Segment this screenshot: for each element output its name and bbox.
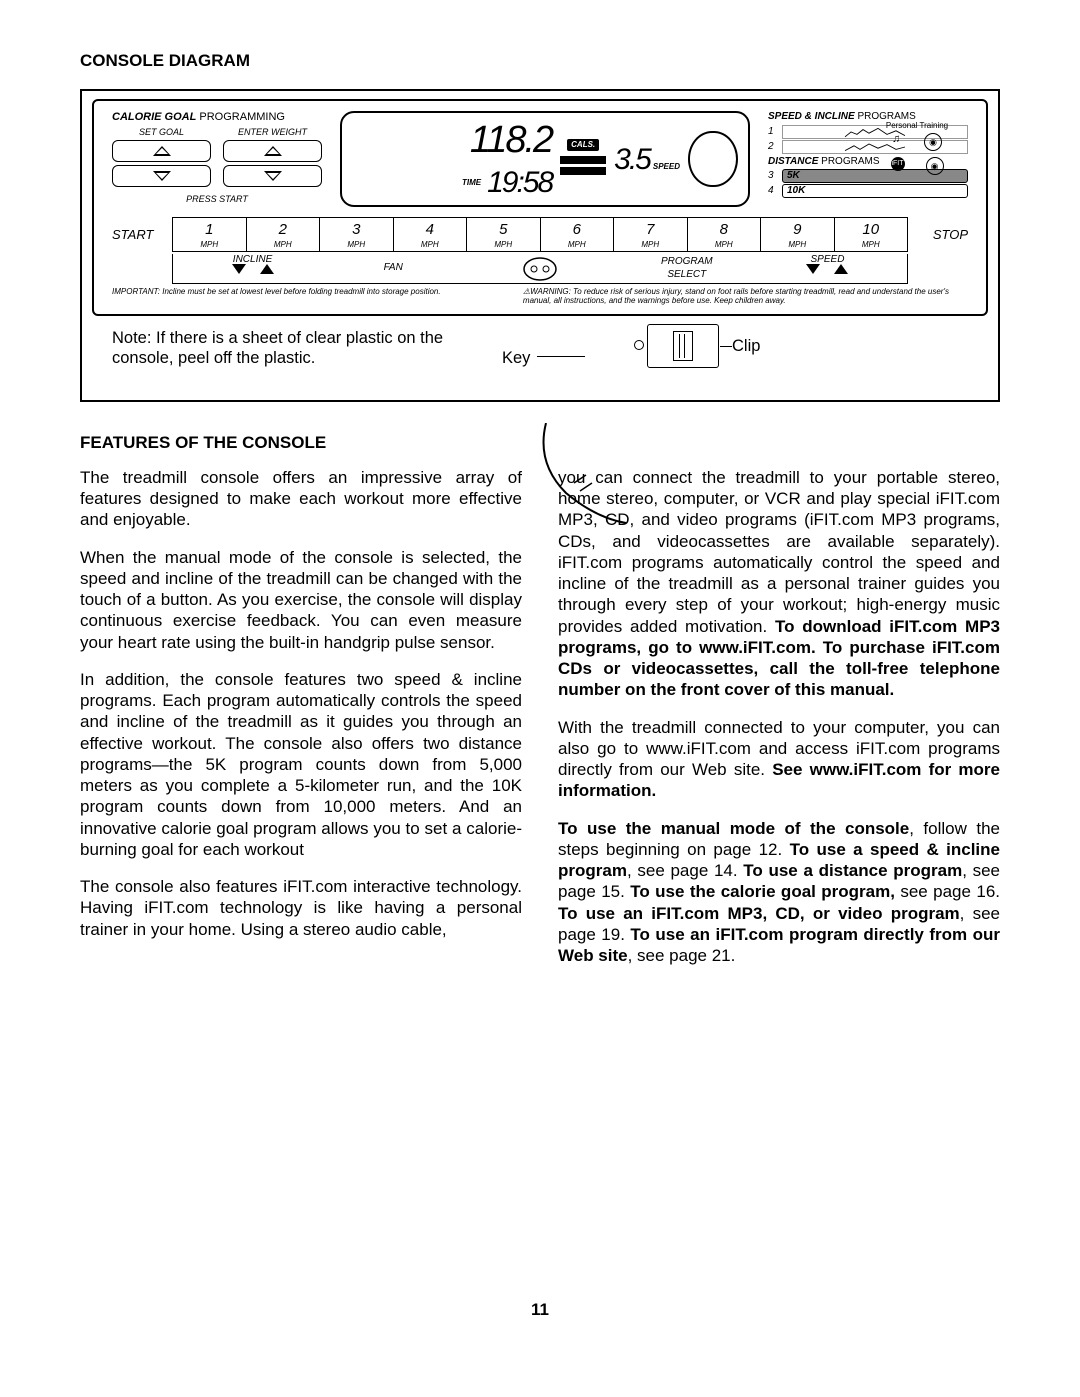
enter-weight-up-button[interactable] bbox=[223, 140, 322, 162]
mph-10-button[interactable]: 10MPH bbox=[835, 217, 909, 252]
lcd-display: 118.2 TIME 19:58 CALS. 3.5 SPEED bbox=[340, 111, 750, 207]
console-diagram-frame: CALORIE GOAL PROGRAMMING SET GOAL ENTER … bbox=[80, 89, 1000, 401]
lcd-cals-value: 118.2 bbox=[470, 117, 552, 165]
console-panel: CALORIE GOAL PROGRAMMING SET GOAL ENTER … bbox=[92, 99, 988, 315]
page-number: 11 bbox=[80, 1299, 1000, 1320]
body-p7: To use the manual mode of the console, f… bbox=[558, 818, 1000, 967]
incline-label: INCLINE bbox=[233, 254, 272, 267]
lcd-time-value: 19:58 bbox=[487, 164, 552, 202]
clip-label: Clip bbox=[732, 336, 760, 357]
ifit-icon: iFIT bbox=[891, 157, 905, 171]
distance-title-bold: DISTANCE bbox=[768, 156, 818, 167]
body-p6: With the treadmill connected to your com… bbox=[558, 717, 1000, 802]
start-button[interactable]: START bbox=[112, 217, 172, 252]
fine-print-right: ⚠WARNING: To reduce risk of serious inju… bbox=[523, 288, 968, 306]
set-goal-up-button[interactable] bbox=[112, 140, 211, 162]
mph-5-button[interactable]: 5MPH bbox=[467, 217, 541, 252]
lcd-speed-label: SPEED bbox=[653, 162, 680, 172]
calorie-goal-title-bold: CALORIE GOAL bbox=[112, 111, 196, 123]
lcd-cals-label: CALS. bbox=[567, 139, 599, 151]
mph-strip: 1MPH2MPH3MPH4MPH5MPH6MPH7MPH8MPH9MPH10MP… bbox=[172, 217, 908, 252]
bottom-controls: INCLINE FAN PROGRAM SELECT SPEED bbox=[172, 254, 908, 284]
prog-num-2: 2 bbox=[768, 141, 778, 154]
mph-4-button[interactable]: 4MPH bbox=[394, 217, 468, 252]
distance-title-rest: PROGRAMS bbox=[818, 156, 879, 167]
clip-ring-icon bbox=[634, 340, 644, 350]
mph-7-button[interactable]: 7MPH bbox=[614, 217, 688, 252]
diagram-heading: CONSOLE DIAGRAM bbox=[80, 50, 1000, 71]
program-10k-button[interactable]: 10K bbox=[782, 184, 968, 198]
personal-training-label: Personal Training bbox=[880, 121, 954, 131]
clip-leader-line bbox=[720, 346, 732, 348]
enter-weight-down-button[interactable] bbox=[223, 165, 322, 187]
audio-jack-button[interactable]: ◉ bbox=[924, 133, 942, 151]
mph-3-button[interactable]: 3MPH bbox=[320, 217, 394, 252]
speed-incline-title-bold: SPEED & INCLINE bbox=[768, 111, 855, 122]
clip-icon bbox=[647, 324, 719, 368]
speed-label: SPEED bbox=[811, 254, 845, 267]
program-select-button[interactable]: PROGRAM SELECT bbox=[661, 256, 713, 281]
set-goal-label: SET GOAL bbox=[112, 127, 211, 138]
headphone-icon: ♫ bbox=[892, 133, 900, 151]
body-p4: The console also features iFIT.com inter… bbox=[80, 876, 522, 940]
lcd-speed-value: 3.5 bbox=[614, 141, 650, 179]
mph-2-button[interactable]: 2MPH bbox=[247, 217, 321, 252]
key-leader-line bbox=[537, 356, 585, 358]
press-start-label: PRESS START bbox=[112, 194, 322, 205]
mph-6-button[interactable]: 6MPH bbox=[541, 217, 615, 252]
body-p3: In addition, the console features two sp… bbox=[80, 669, 522, 860]
prog-num-3: 3 bbox=[768, 170, 778, 183]
features-heading: FEATURES OF THE CONSOLE bbox=[80, 432, 1000, 453]
mph-1-button[interactable]: 1MPH bbox=[172, 217, 247, 252]
lcd-bars-icon bbox=[560, 151, 606, 179]
safety-key-slot[interactable] bbox=[522, 256, 558, 282]
ifit-jack-button[interactable]: ◉ bbox=[926, 157, 944, 175]
body-p2: When the manual mode of the console is s… bbox=[80, 547, 522, 653]
fine-print-left: IMPORTANT: Incline must be set at lowest… bbox=[112, 288, 483, 306]
body-p5: you can connect the treadmill to your po… bbox=[558, 467, 1000, 701]
programs-section: SPEED & INCLINE PROGRAMS 1 2 DISTANCE PR… bbox=[768, 111, 968, 199]
enter-weight-label: ENTER WEIGHT bbox=[223, 127, 322, 138]
fan-button[interactable]: FAN bbox=[384, 262, 403, 275]
mph-8-button[interactable]: 8MPH bbox=[688, 217, 762, 252]
prog-num-4: 4 bbox=[768, 185, 778, 198]
key-label: Key bbox=[502, 348, 530, 369]
body-columns: The treadmill console offers an impressi… bbox=[80, 467, 1000, 969]
lcd-time-label: TIME bbox=[462, 178, 481, 188]
set-goal-down-button[interactable] bbox=[112, 165, 211, 187]
lcd-track-icon bbox=[688, 131, 738, 187]
mph-9-button[interactable]: 9MPH bbox=[761, 217, 835, 252]
plastic-note: Note: If there is a sheet of clear plast… bbox=[112, 328, 452, 369]
prog-num-1: 1 bbox=[768, 126, 778, 139]
body-p1: The treadmill console offers an impressi… bbox=[80, 467, 522, 531]
side-buttons: Personal Training ♫ ◉ iFIT ◉ bbox=[880, 121, 954, 181]
stop-button[interactable]: STOP bbox=[908, 217, 968, 252]
calorie-goal-title-rest: PROGRAMMING bbox=[196, 111, 285, 123]
calorie-goal-section: CALORIE GOAL PROGRAMMING SET GOAL ENTER … bbox=[112, 111, 322, 205]
